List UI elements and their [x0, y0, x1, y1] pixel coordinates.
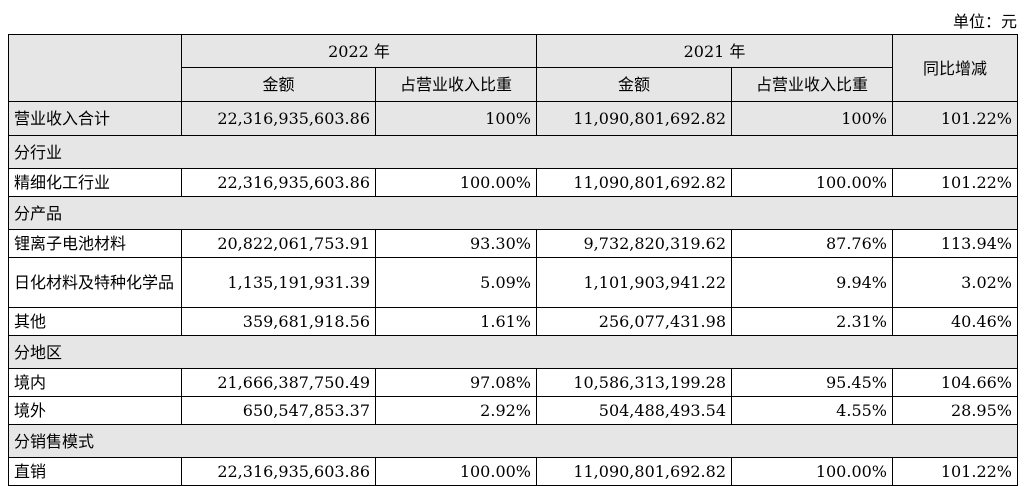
total-label: 营业收入合计 — [8, 101, 182, 136]
amount-2022-cell: 22,316,935,603.86 — [181, 168, 376, 197]
ratio-2022-cell: 5.09% — [375, 257, 537, 308]
table-row: 精细化工行业 22,316,935,603.86 100.00% 11,090,… — [8, 168, 1018, 197]
section-row: 分产品 — [8, 196, 1018, 230]
row-label: 直销 — [8, 457, 182, 486]
row-label: 锂离子电池材料 — [8, 229, 182, 258]
yoy-cell: 101.22% — [892, 457, 1018, 486]
total-amount-2021: 11,090,801,692.82 — [536, 101, 732, 136]
amount-2021-cell: 11,090,801,692.82 — [536, 457, 732, 486]
ratio-2022-cell: 2.92% — [375, 396, 537, 425]
yoy-cell: 113.94% — [892, 229, 1018, 258]
unit-label: 单位：元 — [952, 12, 1017, 31]
ratio-2021-cell: 2.31% — [731, 307, 893, 336]
amount-2021-cell: 10,586,313,199.28 — [536, 368, 732, 397]
ratio-2022-cell: 1.61% — [375, 307, 537, 336]
ratio-2021-cell: 4.55% — [731, 396, 893, 425]
header-amount-2022: 金额 — [181, 67, 376, 102]
total-ratio-2022: 100% — [375, 101, 537, 136]
ratio-2021-cell: 87.76% — [731, 229, 893, 258]
header-amount-2021: 金额 — [536, 67, 732, 102]
header-year-2021: 2021 年 — [536, 34, 893, 68]
table-row: 日化材料及特种化学品 1,135,191,931.39 5.09% 1,101,… — [8, 257, 1018, 308]
total-ratio-2021: 100% — [731, 101, 893, 136]
header-year-2022: 2022 年 — [181, 34, 537, 68]
table-row: 锂离子电池材料 20,822,061,753.91 93.30% 9,732,8… — [8, 229, 1018, 258]
ratio-2022-cell: 93.30% — [375, 229, 537, 258]
section-region: 分地区 — [8, 335, 1018, 369]
row-label: 境外 — [8, 396, 182, 425]
row-label: 其他 — [8, 307, 182, 336]
section-row: 分地区 — [8, 335, 1018, 369]
revenue-table: 2022 年 2021 年 同比增减 金额 占营业收入比重 金额 占营业收入比重… — [8, 34, 1018, 486]
amount-2021-cell: 1,101,903,941.22 — [536, 257, 732, 308]
amount-2022-cell: 1,135,191,931.39 — [181, 257, 376, 308]
row-label: 日化材料及特种化学品 — [8, 257, 182, 308]
total-amount-2022: 22,316,935,603.86 — [181, 101, 376, 136]
section-product: 分产品 — [8, 196, 1018, 230]
ratio-2022-cell: 100.00% — [375, 168, 537, 197]
section-industry: 分行业 — [8, 135, 1018, 169]
ratio-2022-cell: 97.08% — [375, 368, 537, 397]
amount-2021-cell: 256,077,431.98 — [536, 307, 732, 336]
header-ratio-2021: 占营业收入比重 — [731, 67, 893, 102]
header-corner-cell — [8, 34, 182, 102]
ratio-2021-cell: 95.45% — [731, 368, 893, 397]
ratio-2022-cell: 100.00% — [375, 457, 537, 486]
yoy-cell: 101.22% — [892, 168, 1018, 197]
yoy-cell: 104.66% — [892, 368, 1018, 397]
yoy-cell: 28.95% — [892, 396, 1018, 425]
amount-2022-cell: 650,547,853.37 — [181, 396, 376, 425]
header-yoy: 同比增减 — [892, 34, 1018, 102]
table-row: 境内 21,666,387,750.49 97.08% 10,586,313,1… — [8, 368, 1018, 397]
amount-2022-cell: 20,822,061,753.91 — [181, 229, 376, 258]
ratio-2021-cell: 100.00% — [731, 168, 893, 197]
section-row: 分行业 — [8, 135, 1018, 169]
header-ratio-2022: 占营业收入比重 — [375, 67, 537, 102]
amount-2022-cell: 359,681,918.56 — [181, 307, 376, 336]
ratio-2021-cell: 100.00% — [731, 457, 893, 486]
table-row: 境外 650,547,853.37 2.92% 504,488,493.54 4… — [8, 396, 1018, 425]
amount-2021-cell: 11,090,801,692.82 — [536, 168, 732, 197]
total-row: 营业收入合计 22,316,935,603.86 100% 11,090,801… — [8, 101, 1018, 136]
section-sales-mode: 分销售模式 — [8, 424, 1018, 458]
amount-2022-cell: 22,316,935,603.86 — [181, 457, 376, 486]
yoy-cell: 3.02% — [892, 257, 1018, 308]
header-row-metrics: 金额 占营业收入比重 金额 占营业收入比重 — [9, 67, 1018, 102]
header-row-years: 2022 年 2021 年 同比增减 — [8, 34, 1018, 102]
yoy-cell: 40.46% — [892, 307, 1018, 336]
ratio-2021-cell: 9.94% — [731, 257, 893, 308]
table-row: 其他 359,681,918.56 1.61% 256,077,431.98 2… — [8, 307, 1018, 336]
section-row: 分销售模式 — [8, 424, 1018, 458]
row-label: 精细化工行业 — [8, 168, 182, 197]
amount-2021-cell: 504,488,493.54 — [536, 396, 732, 425]
row-label: 境内 — [8, 368, 182, 397]
amount-2022-cell: 21,666,387,750.49 — [181, 368, 376, 397]
table-row: 直销 22,316,935,603.86 100.00% 11,090,801,… — [8, 457, 1018, 486]
total-yoy: 101.22% — [892, 101, 1018, 136]
amount-2021-cell: 9,732,820,319.62 — [536, 229, 732, 258]
